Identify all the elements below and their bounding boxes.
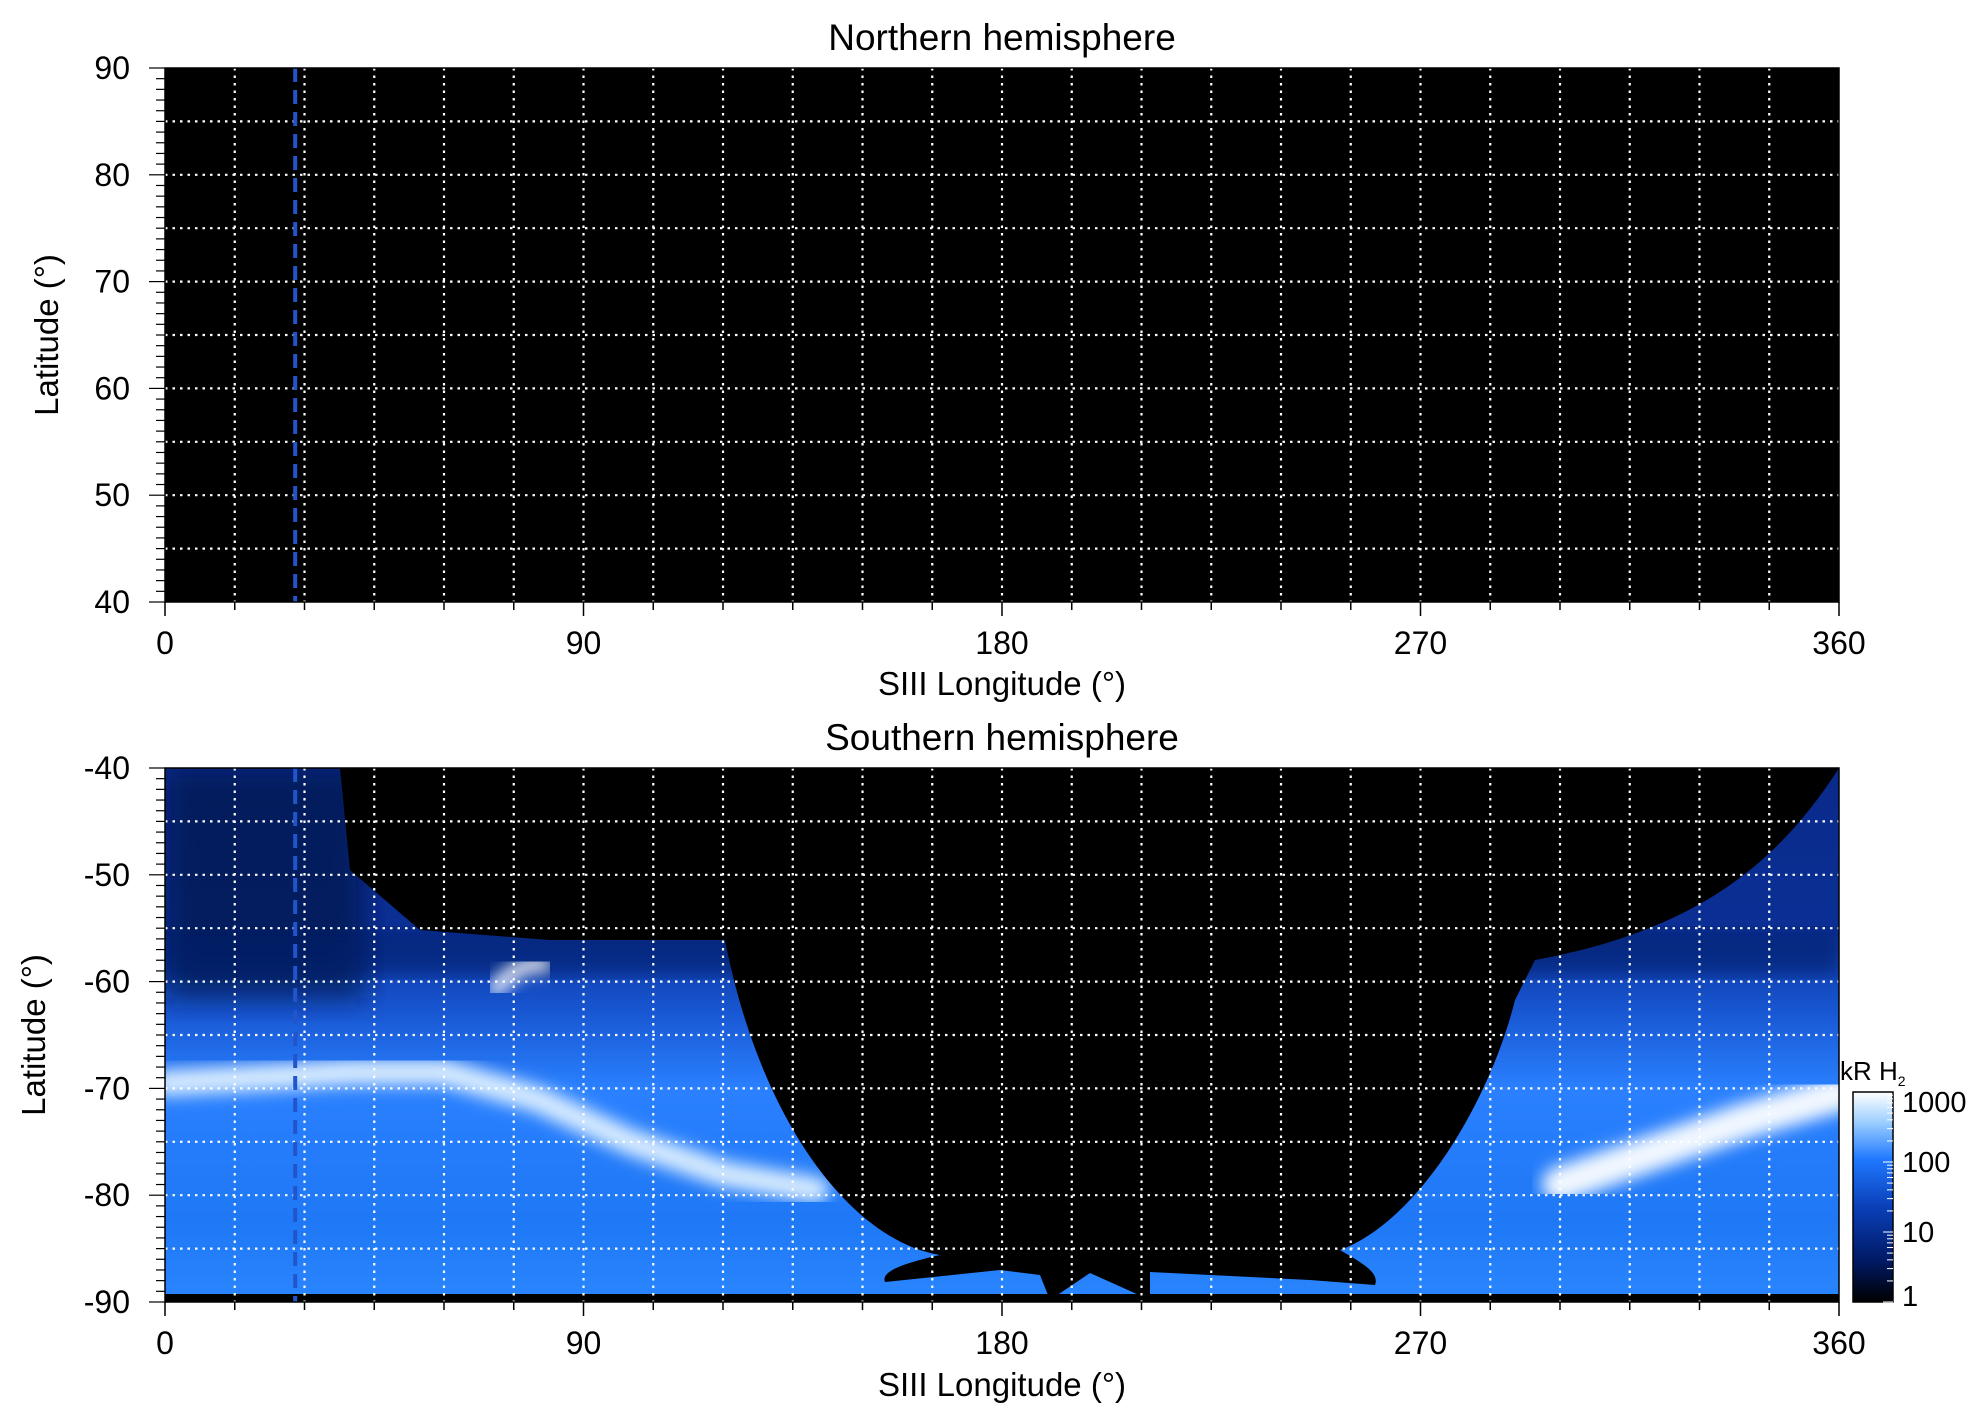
south-y-tick-label: -40 (84, 750, 130, 786)
south-bottom-strip (165, 1294, 1839, 1302)
north-panel: Northern hemisphere 0 90 180 270 360 40 50 60 70… (28, 17, 1866, 702)
south-x-tick-label: 180 (975, 1325, 1028, 1361)
south-title: Southern hemisphere (825, 717, 1179, 758)
north-ticks: 0 90 180 270 360 40 50 60 70 80 90 (94, 50, 1865, 661)
south-y-tick-label: -60 (84, 964, 130, 1000)
colorbar-unit: kR H2 (1840, 1056, 1906, 1089)
colorbar-tick-label: 10 (1902, 1217, 1934, 1249)
colorbar-gradient (1852, 1091, 1894, 1303)
colorbar-tick-label: 1 (1902, 1281, 1918, 1313)
colorbar-tick-label: 100 (1902, 1147, 1950, 1179)
north-plot-area (165, 68, 1839, 602)
south-auroral-oval-west (165, 1059, 829, 1203)
north-y-tick-label: 50 (94, 477, 130, 513)
north-y-tick-label: 60 (94, 370, 130, 406)
north-title: Northern hemisphere (828, 17, 1176, 58)
north-x-tick-label: 0 (156, 625, 174, 661)
south-y-tick-label: -80 (84, 1177, 130, 1213)
south-panel: Southern hemisphere 0 90 180 270 360 -90 -80 -7… (15, 717, 1967, 1403)
south-x-tick-label: 0 (156, 1325, 174, 1361)
north-y-tick-label: 80 (94, 157, 130, 193)
north-y-tick-label: 90 (94, 50, 130, 86)
north-x-tick-label: 180 (975, 625, 1028, 661)
south-x-tick-label: 90 (566, 1325, 602, 1361)
south-y-tick-label: -70 (84, 1070, 130, 1106)
south-x-label: SIII Longitude (°) (878, 1366, 1126, 1403)
north-x-tick-label: 90 (566, 625, 602, 661)
south-x-tick-label: 270 (1394, 1325, 1447, 1361)
north-y-tick-label: 40 (94, 584, 130, 620)
colorbar: kR H2 1 10 100 1000 (1840, 1056, 1967, 1313)
north-x-tick-label: 360 (1812, 625, 1865, 661)
north-grid (165, 68, 1839, 602)
south-x-tick-label: 360 (1812, 1325, 1865, 1361)
north-x-tick-label: 270 (1394, 625, 1447, 661)
north-x-label: SIII Longitude (°) (878, 665, 1126, 702)
north-y-tick-label: 70 (94, 264, 130, 300)
south-ticks: 0 90 180 270 360 -90 -80 -70 -60 -50 -40 (84, 750, 1866, 1361)
south-y-label: Latitude (°) (15, 954, 52, 1116)
south-y-tick-label: -90 (84, 1284, 130, 1320)
north-y-label: Latitude (°) (28, 254, 65, 416)
south-y-tick-label: -50 (84, 857, 130, 893)
south-heatmap (165, 768, 1839, 1302)
colorbar-ticks: 1 10 100 1000 (1883, 1087, 1967, 1313)
south-grid (165, 768, 1839, 1302)
colorbar-tick-label: 1000 (1902, 1087, 1967, 1119)
south-bright-spot (488, 957, 552, 997)
